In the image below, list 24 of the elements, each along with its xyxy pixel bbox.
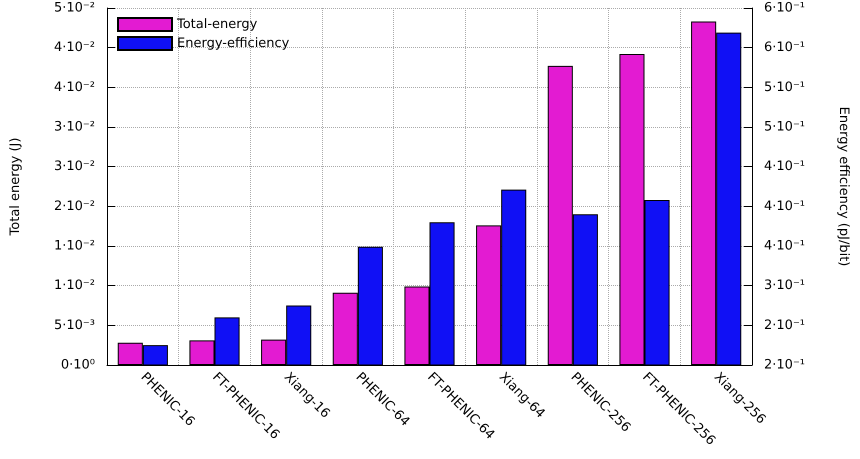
y2-tick-label: 2·10⁻¹ (764, 358, 806, 372)
y2-tick-label: 5·10⁻¹ (764, 80, 806, 95)
y-tick-label: 5·10⁻³ (54, 318, 95, 333)
y2-tick-label: 6·10⁻¹ (764, 40, 806, 56)
y2-axis-title: Energy efficiency (pJ/bit) (836, 106, 851, 266)
y2-tick-label: 4·10⁻¹ (764, 159, 806, 174)
y2-tick-label: 6·10⁻¹ (764, 0, 806, 16)
y-axis-title: Total energy (J) (8, 138, 23, 236)
y-tick-label: 5·10⁻² (54, 0, 95, 16)
y-tick-label: 3·10⁻² (54, 159, 95, 174)
y2-tick-label: 3·10⁻¹ (764, 278, 806, 294)
legend-label: Energy-efficiency (177, 36, 290, 51)
y2-tick-label: 4·10⁻¹ (764, 238, 806, 254)
legend-label: Total-energy (176, 17, 258, 32)
y-tick-label: 0·10⁰ (60, 358, 95, 372)
y-tick-label: 2·10⁻² (54, 198, 95, 214)
y2-tick-label: 4·10⁻¹ (764, 198, 806, 214)
y-tick-label: 1·10⁻² (54, 238, 95, 254)
y-tick-label: 1·10⁻² (54, 278, 95, 294)
y-tick-label: 4·10⁻² (54, 80, 95, 95)
y2-tick-label: 5·10⁻¹ (764, 120, 806, 134)
y-tick-label: 4·10⁻² (54, 40, 95, 56)
y-tick-label: 3·10⁻² (54, 120, 95, 134)
y2-tick-label: 2·10⁻¹ (764, 318, 806, 333)
